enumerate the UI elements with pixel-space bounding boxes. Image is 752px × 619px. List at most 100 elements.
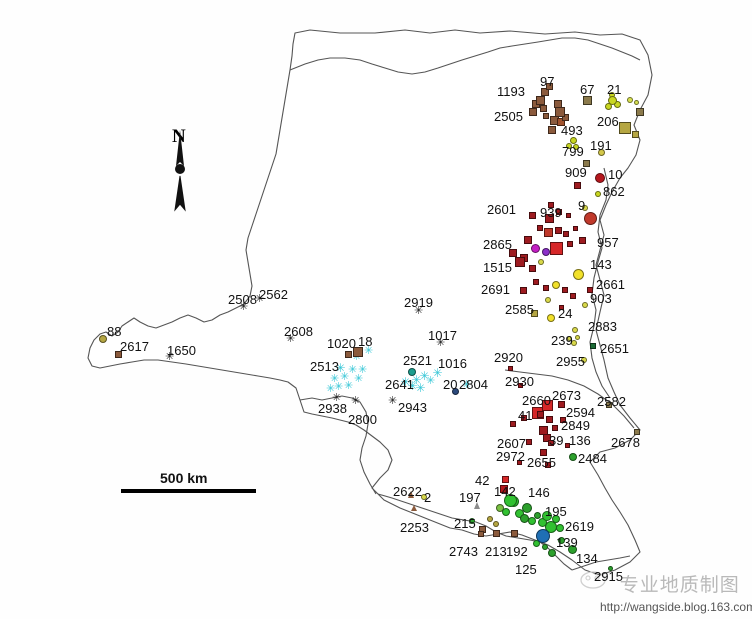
deposit-label: 191 [590,138,612,153]
deposit-marker-square [636,108,644,116]
deposit-marker-square [528,211,536,219]
deposit-marker-square [578,236,586,244]
deposit-label: 1017 [428,328,457,343]
deposit-marker-square [535,95,545,105]
deposit-marker-square [560,417,566,423]
deposit-label: 88 [107,324,122,339]
watermark-url: http://wangside.blog.163.com/ [600,600,752,614]
deposit-label: 2655 [527,455,556,470]
deposit-marker-square [530,309,538,317]
deposit-marker-circle [536,529,550,543]
deposit-label: 2938 [318,401,347,416]
deposit-marker-square [587,287,593,293]
deposit-marker-square [548,126,556,134]
deposit-marker-square [552,425,558,431]
deposit-marker-square [561,113,569,121]
deposit-marker-triangle [411,505,417,511]
deposit-label: 2743 [449,544,478,559]
deposit-marker-square [567,241,573,247]
deposit-label: 2849 [561,418,590,433]
deposit-marker-circle [627,97,633,103]
deposit-marker-square [510,529,518,537]
deposit-label: 2673 [552,388,581,403]
deposit-marker-star: ✳ [388,395,398,407]
deposit-marker-circle [542,511,552,521]
deposit-label: 2920 [494,350,523,365]
deposit-marker-square [526,439,532,445]
deposit-marker-square [619,122,631,134]
deposit-label: 2 [424,490,432,505]
deposit-label: 2622 [393,484,422,499]
deposit-marker-square [537,225,543,231]
deposit-marker-star: ✳ [364,345,374,357]
deposit-marker-circle [530,243,540,253]
deposit-marker-circle [548,549,556,557]
deposit-marker-square [509,249,517,257]
deposit-label: 134 [576,551,598,566]
deposit-label: 2651 [600,341,629,356]
deposit-marker-square [557,400,565,408]
deposit-label: 21 [607,82,622,97]
deposit-marker-star: ✳ [352,351,362,363]
deposit-label: 143 [590,257,612,272]
deposit-marker-circle [469,518,475,524]
north-arrow-icon [174,130,186,212]
deposit-label: 1020 [327,336,356,351]
deposit-label: 2883 [588,319,617,334]
deposit-marker-circle [408,368,416,376]
deposit-marker-circle [533,511,541,519]
deposit-marker-circle [607,565,613,571]
deposit-label: 2562 [259,287,288,302]
deposit-marker-circle [421,494,427,500]
deposit-label: 67 [580,82,595,97]
deposit-label: 206 [597,114,619,129]
deposit-marker-square [517,382,523,388]
deposit-marker-circle [572,268,584,280]
scale-bar-label: 500 km [160,470,208,486]
deposit-label: 2607 [497,436,526,451]
deposit-marker-circle [552,281,560,289]
deposit-marker-circle [451,387,459,395]
deposit-marker-circle [595,191,601,197]
deposit-marker-square [524,236,532,244]
deposit-marker-square [478,531,484,537]
deposit-marker-circle [557,536,565,544]
deposit-marker-star: ✳ [358,364,368,376]
deposit-marker-triangle [473,501,480,509]
deposit-marker-square [353,347,363,357]
deposit-marker-star: ✳ [462,379,472,391]
deposit-marker-star: ✳ [255,293,265,305]
deposit-marker-square [563,231,569,237]
deposit-label: 139 [556,535,578,550]
deposit-marker-star: ✳ [426,375,436,387]
deposit-marker-square [543,227,553,237]
deposit-label: 2955 [556,354,585,369]
deposit-marker-circle [493,521,499,527]
north-label: N [172,126,186,147]
deposit-marker-circle [582,302,588,308]
deposit-marker-square [114,350,122,358]
deposit-label: 2800 [348,412,377,427]
deposit-marker-circle [567,544,577,554]
deposit-label: 39 [549,433,564,448]
deposit-marker-square [565,212,571,218]
deposit-label: 213 [485,544,507,559]
deposit-marker-square [510,421,516,427]
deposit-marker-circle [569,136,577,144]
deposit-marker-star: ✳ [330,373,340,385]
deposit-marker-square [543,434,551,442]
deposit-marker-star: ✳ [286,333,296,345]
deposit-marker-circle [569,453,577,461]
deposit-marker-square [544,213,554,223]
deposit-label: 192 [506,544,528,559]
deposit-marker-circle [595,173,605,183]
deposit-marker-square [501,475,509,483]
deposit-marker-circle [502,508,510,516]
deposit-marker-circle [552,515,560,523]
deposit-marker-circle [573,144,579,150]
deposit-marker-circle [607,95,617,105]
deposit-marker-square [545,415,553,423]
deposit-marker-square [519,286,527,294]
deposit-marker-square [539,104,547,112]
